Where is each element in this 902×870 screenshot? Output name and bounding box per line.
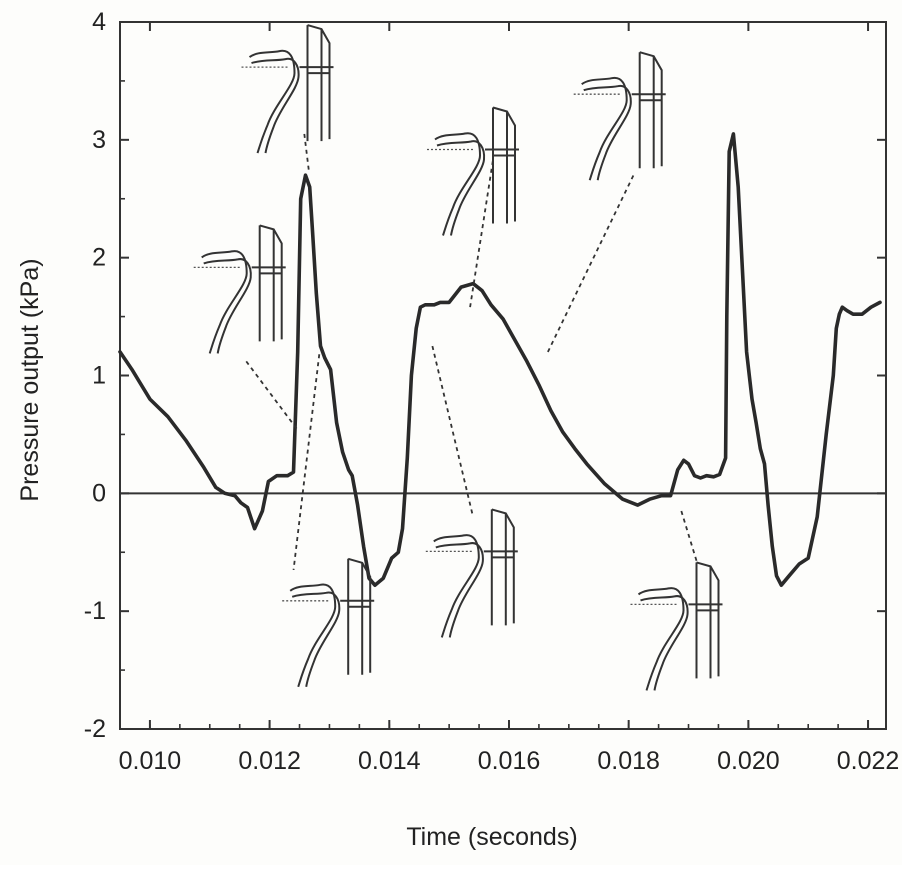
- y-tick-label: -2: [84, 715, 106, 743]
- leader-line: [245, 360, 298, 430]
- leader-line: [431, 345, 474, 518]
- y-tick-label: 2: [92, 244, 106, 272]
- x-axis-title: Time (seconds): [406, 823, 577, 851]
- leader-line: [680, 510, 699, 565]
- y-axis: -2 -1 0 1 2 3 4: [84, 8, 886, 743]
- x-tick-label: 0.014: [358, 747, 421, 775]
- plot-frame: [119, 21, 887, 730]
- y-tick-label: -1: [84, 597, 106, 625]
- leader-line: [547, 172, 636, 353]
- vocal-fold-diagram: [281, 557, 376, 688]
- y-axis-title: Pressure output (kPa): [16, 258, 44, 501]
- x-tick-label: 0.012: [238, 747, 301, 775]
- y-tick-label: 1: [92, 362, 106, 390]
- x-tick-label: 0.010: [119, 747, 182, 775]
- vocal-fold-diagram: [629, 561, 724, 692]
- vocal-fold-diagram: [424, 508, 519, 639]
- inset-layer: [192, 24, 724, 692]
- x-tick-label: 0.022: [837, 747, 900, 775]
- x-axis: 0.010 0.012 0.014 0.016 0.018 0.020 0.022: [119, 22, 900, 775]
- leader-line: [303, 133, 310, 173]
- x-tick-label: 0.018: [597, 747, 660, 775]
- series-line: [118, 132, 882, 587]
- annotation-layer: [245, 133, 699, 571]
- vocal-fold-diagram: [240, 24, 335, 155]
- leader-line: [469, 160, 494, 308]
- x-tick-label: 0.020: [717, 747, 780, 775]
- vocal-fold-diagram: [192, 224, 287, 355]
- y-tick-label: 0: [92, 479, 106, 507]
- x-tick-label: 0.016: [478, 747, 541, 775]
- y-tick-label: 4: [92, 8, 106, 36]
- vocal-fold-diagram: [572, 51, 667, 182]
- y-tick-label: 3: [92, 126, 106, 154]
- vocal-fold-diagram: [426, 106, 520, 237]
